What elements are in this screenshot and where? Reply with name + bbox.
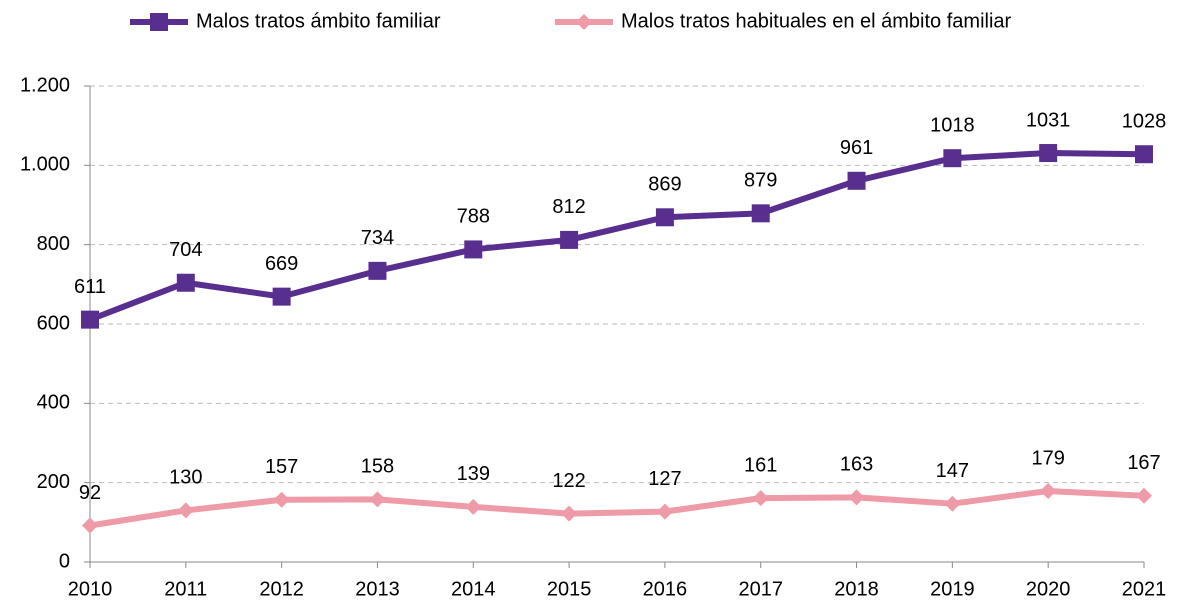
data-label: 163: [840, 454, 873, 476]
point-marker: [656, 503, 673, 520]
y-tick-label: 1.000: [20, 154, 70, 176]
point-marker: [1040, 482, 1057, 499]
point-marker: [465, 498, 482, 515]
data-label: 147: [936, 460, 969, 482]
legend-marker: [576, 14, 592, 30]
point-marker: [751, 204, 770, 223]
data-label: 122: [552, 470, 585, 492]
data-label: 127: [648, 468, 681, 490]
data-label: 167: [1127, 452, 1160, 474]
point-marker: [177, 502, 194, 519]
point-marker: [176, 273, 195, 292]
x-tick-label: 2011: [164, 578, 207, 600]
point-marker: [273, 491, 290, 508]
data-label: 130: [169, 467, 202, 489]
point-marker: [272, 287, 291, 306]
y-tick-label: 200: [37, 471, 70, 493]
y-tick-label: 800: [37, 233, 70, 255]
data-label: 158: [361, 456, 394, 478]
data-label: 179: [1031, 447, 1064, 469]
legend-marker: [150, 13, 168, 31]
data-label: 157: [265, 456, 298, 478]
data-label: 788: [457, 206, 490, 228]
point-marker: [1135, 145, 1153, 164]
x-tick-label: 2019: [930, 578, 975, 600]
x-tick-label: 2015: [547, 578, 592, 600]
legend-label: Malos tratos habituales en el ámbito fam…: [621, 10, 1012, 32]
y-tick-label: 1.200: [20, 74, 70, 96]
point-marker: [561, 505, 578, 522]
point-marker: [560, 230, 579, 249]
x-tick-label: 2018: [834, 578, 879, 600]
point-marker: [369, 491, 386, 508]
x-tick-label: 2020: [1026, 578, 1071, 600]
data-label: 961: [840, 137, 873, 159]
point-marker: [81, 310, 99, 329]
y-tick-label: 600: [37, 312, 70, 334]
point-marker: [944, 495, 961, 512]
x-tick-label: 2010: [68, 578, 113, 600]
data-label: 161: [744, 454, 777, 476]
data-label: 812: [552, 196, 585, 218]
x-tick-label: 2013: [355, 578, 400, 600]
data-label: 92: [79, 482, 101, 504]
point-marker: [848, 489, 865, 506]
data-label: 1031: [1026, 109, 1071, 131]
x-tick-label: 2012: [259, 578, 304, 600]
legend-label: Malos tratos ámbito familiar: [196, 10, 441, 32]
data-label: 669: [265, 253, 298, 275]
series-line: [88, 150, 1145, 323]
point-marker: [655, 208, 674, 227]
data-label: 879: [744, 170, 777, 192]
x-tick-label: 2017: [738, 578, 783, 600]
data-label: 869: [648, 174, 681, 196]
x-tick-label: 2014: [451, 578, 496, 600]
point-marker: [464, 240, 483, 259]
data-label: 139: [457, 463, 490, 485]
y-tick-label: 400: [37, 392, 70, 414]
y-tick-label: 0: [59, 550, 70, 572]
data-label: 1028: [1122, 111, 1167, 133]
point-marker: [752, 490, 769, 507]
data-label: 734: [361, 227, 394, 249]
point-marker: [943, 149, 962, 168]
point-marker: [368, 261, 387, 280]
point-marker: [1136, 487, 1152, 504]
series-line: [89, 487, 1145, 529]
point-marker: [847, 171, 866, 190]
x-tick-label: 2021: [1122, 578, 1167, 600]
x-tick-label: 2016: [643, 578, 688, 600]
point-marker: [82, 517, 98, 534]
data-label: 611: [74, 276, 106, 298]
point-marker: [1039, 144, 1058, 163]
data-label: 1018: [930, 114, 975, 136]
data-label: 704: [169, 239, 202, 261]
